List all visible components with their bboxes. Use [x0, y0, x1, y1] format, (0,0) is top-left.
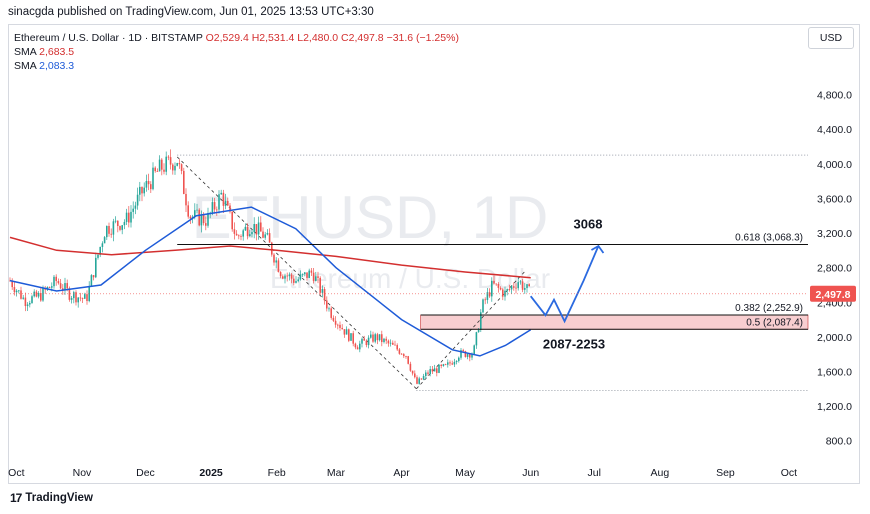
chart-frame — [8, 24, 860, 484]
legend-sma1-label: SMA — [14, 46, 37, 58]
legend-sma2-label: SMA — [14, 60, 37, 72]
legend-symbol-row: Ethereum / U.S. Dollar · 1D · BITSTAMP O… — [14, 31, 459, 45]
currency-button[interactable]: USD — [808, 27, 854, 49]
legend-symbol: Ethereum / U.S. Dollar · 1D · BITSTAMP — [14, 32, 203, 44]
legend-sma2-row[interactable]: SMA 2,083.3 — [14, 59, 459, 73]
legend-sma1-value: 2,683.5 — [39, 46, 75, 58]
legend-sma1-row[interactable]: SMA 2,683.5 — [14, 45, 459, 59]
publisher-caption: sinacgda published on TradingView.com, J… — [8, 6, 374, 18]
chart-legend: Ethereum / U.S. Dollar · 1D · BITSTAMP O… — [14, 31, 459, 73]
tradingview-logo-label: TradingView — [25, 492, 93, 504]
legend-ohlc: O2,529.4 H2,531.4 L2,480.0 C2,497.8 −31.… — [205, 32, 459, 44]
legend-sma2-value: 2,083.3 — [39, 60, 75, 72]
tradingview-logo-icon: 17 — [10, 491, 22, 505]
tradingview-logo[interactable]: 17 TradingView — [10, 491, 93, 505]
